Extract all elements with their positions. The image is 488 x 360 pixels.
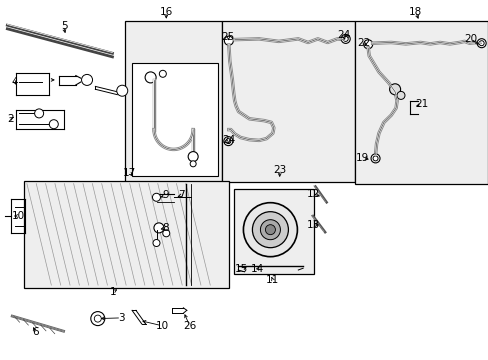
Text: 19: 19: [355, 153, 369, 163]
Text: 20: 20: [464, 34, 476, 44]
Text: 16: 16: [159, 7, 173, 17]
Bar: [124, 21, 222, 184]
Circle shape: [363, 40, 372, 49]
Circle shape: [81, 75, 92, 85]
Text: 2: 2: [7, 114, 14, 124]
Circle shape: [159, 70, 166, 77]
Circle shape: [35, 109, 43, 118]
Text: 17: 17: [122, 168, 136, 178]
Circle shape: [389, 84, 400, 95]
Circle shape: [145, 72, 156, 83]
Bar: [222, 21, 354, 182]
Bar: [24, 181, 228, 288]
Circle shape: [153, 239, 160, 247]
Text: 12: 12: [305, 189, 319, 199]
Text: 15: 15: [234, 264, 248, 274]
Text: 9: 9: [162, 190, 168, 201]
Text: 10: 10: [12, 211, 25, 221]
Circle shape: [252, 212, 288, 248]
Text: 4: 4: [11, 77, 18, 87]
Text: 22: 22: [357, 38, 370, 48]
Circle shape: [265, 225, 275, 235]
Circle shape: [341, 34, 349, 43]
Text: 7: 7: [177, 190, 184, 201]
Circle shape: [372, 156, 377, 161]
Text: 6: 6: [32, 327, 39, 337]
Circle shape: [163, 230, 169, 237]
Circle shape: [190, 161, 196, 167]
Text: 3: 3: [118, 313, 124, 323]
Circle shape: [260, 220, 280, 240]
Text: 26: 26: [183, 321, 196, 331]
Text: 21: 21: [414, 99, 427, 109]
Circle shape: [224, 36, 233, 45]
Text: 11: 11: [265, 275, 279, 285]
Text: 1: 1: [110, 287, 117, 297]
Bar: [354, 21, 487, 184]
Circle shape: [343, 36, 347, 41]
Text: 18: 18: [408, 7, 422, 17]
Circle shape: [49, 120, 58, 129]
Circle shape: [225, 139, 230, 144]
Text: 10: 10: [156, 321, 168, 331]
Bar: [233, 189, 313, 274]
Text: 13: 13: [305, 220, 319, 230]
Circle shape: [154, 223, 163, 233]
Text: 23: 23: [272, 165, 286, 175]
Circle shape: [478, 41, 483, 46]
Text: 24: 24: [222, 135, 235, 145]
Circle shape: [224, 136, 232, 145]
Circle shape: [370, 154, 379, 163]
Circle shape: [396, 91, 404, 99]
Text: 25: 25: [221, 32, 235, 42]
Bar: [132, 63, 217, 176]
Text: 24: 24: [336, 30, 350, 40]
Text: 5: 5: [61, 21, 68, 31]
Circle shape: [117, 85, 127, 96]
Circle shape: [91, 312, 104, 325]
Circle shape: [94, 315, 101, 322]
Circle shape: [152, 193, 160, 201]
Circle shape: [188, 152, 198, 162]
Text: 8: 8: [162, 223, 168, 233]
Circle shape: [243, 203, 297, 257]
Circle shape: [476, 39, 485, 48]
Text: 14: 14: [250, 264, 264, 274]
